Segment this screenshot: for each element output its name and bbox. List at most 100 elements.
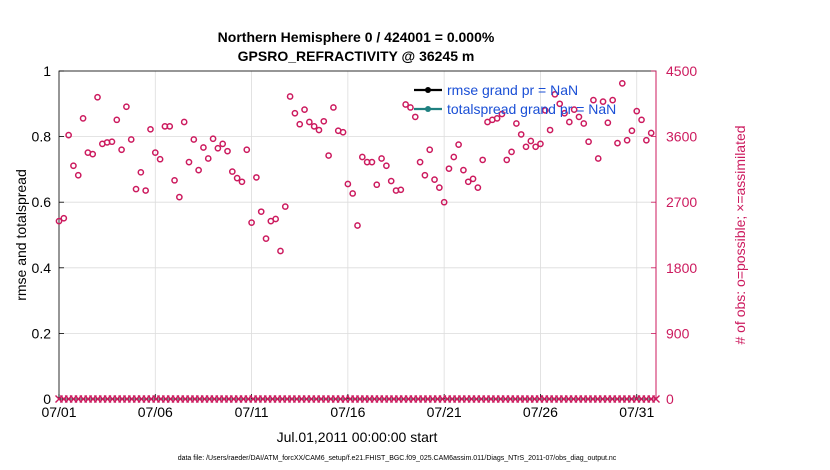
legend-totalspread-label: totalspread grand pr = NaN <box>447 101 616 117</box>
possible-marker <box>445 165 453 173</box>
possible-marker <box>614 139 621 147</box>
possible-marker <box>238 178 246 186</box>
possible-marker <box>556 100 564 108</box>
possible-marker <box>286 93 294 100</box>
possible-marker <box>407 104 414 111</box>
possible-marker <box>479 156 487 164</box>
possible-marker <box>431 176 438 183</box>
possible-marker <box>580 120 588 127</box>
possible-marker <box>411 113 419 121</box>
possible-marker <box>262 235 270 242</box>
chart-title-line2: GPSRO_REFRACTIVITY @ 36245 m <box>238 48 475 64</box>
possible-marker <box>633 107 641 115</box>
y-right-tick-label: 4500 <box>666 63 697 79</box>
possible-marker <box>638 116 645 124</box>
footnote-data-file: data file: /Users/raeder/DAI/ATM_forcXX/… <box>178 455 617 462</box>
possible-marker <box>301 106 308 113</box>
possible-marker <box>546 126 554 134</box>
possible-marker <box>147 125 154 133</box>
possible-marker <box>233 174 241 182</box>
possible-marker <box>373 181 381 189</box>
possible-marker <box>166 123 174 130</box>
possible-marker <box>594 155 602 162</box>
x-tick-label: 07/26 <box>523 404 558 420</box>
possible-marker <box>55 217 63 225</box>
possible-marker <box>575 113 583 121</box>
possible-marker <box>383 162 390 170</box>
possible-marker <box>541 107 549 114</box>
possible-marker <box>508 148 515 156</box>
possible-marker <box>180 118 188 126</box>
possible-marker <box>628 127 636 135</box>
possible-marker <box>339 128 347 136</box>
y-axis-right-label: # of obs: o=possible; ×=assimilated <box>732 125 748 344</box>
y-right-tick-label: 1800 <box>666 260 697 276</box>
possible-marker <box>310 123 318 130</box>
y-axis-right: 0 900 1800 2700 3600 4500 <box>651 63 697 407</box>
possible-marker <box>113 116 121 124</box>
possible-marker <box>70 162 77 170</box>
possible-marker <box>643 136 650 144</box>
possible-marker <box>522 143 530 151</box>
possible-marker <box>493 115 501 122</box>
x-tick-label: 07/11 <box>235 404 269 420</box>
possible-marker <box>94 93 101 101</box>
possible-marker <box>378 155 385 162</box>
possible-marker <box>204 155 212 162</box>
possible-marker <box>65 131 72 139</box>
possible-marker <box>248 219 255 226</box>
x-tick-label: 07/31 <box>619 404 654 420</box>
possible-marker <box>426 146 434 154</box>
possible-marker <box>190 136 198 143</box>
possible-marker <box>74 171 82 179</box>
possible-marker <box>421 171 429 179</box>
possible-marker <box>455 141 462 148</box>
possible-marker <box>498 110 506 118</box>
possible-marker <box>156 155 164 163</box>
legend: rmse grand pr = NaN totalspread grand pr… <box>414 82 616 117</box>
y-left-tick-label: 0.2 <box>32 325 52 341</box>
x-axis-label: Jul.01,2011 00:00:00 start <box>277 429 438 445</box>
chart-title-line1: Northern Hemisphere 0 / 424001 = 0.000% <box>218 29 495 45</box>
x-tick-label: 07/01 <box>41 404 76 420</box>
y-right-tick-label: 3600 <box>666 129 697 145</box>
possible-marker <box>460 166 467 174</box>
possible-marker <box>532 143 539 151</box>
possible-marker <box>123 103 130 111</box>
possible-marker <box>325 152 332 159</box>
possible-marker <box>315 126 323 134</box>
possible-marker <box>296 120 304 128</box>
y-right-tick-label: 2700 <box>666 194 697 210</box>
possible-marker <box>272 215 280 223</box>
possible-marker <box>618 80 626 87</box>
possible-marker <box>79 115 87 122</box>
possible-marker <box>537 140 544 148</box>
possible-marker <box>281 203 289 210</box>
possible-marker <box>513 120 520 127</box>
y-axis-left-label: rmse and totalspread <box>13 169 29 301</box>
possible-marker <box>89 150 97 158</box>
possible-marker <box>590 96 597 104</box>
possible-marker <box>464 178 472 186</box>
possible-marker <box>151 149 159 156</box>
possible-marker <box>214 144 222 152</box>
y-axis-left: 0 0.2 0.4 0.6 0.8 1 <box>32 63 64 407</box>
possible-marker <box>397 186 405 194</box>
y-left-tick-label: 0.6 <box>32 194 52 210</box>
series-possible <box>55 80 655 255</box>
y-left-tick-label: 0 <box>43 391 51 407</box>
possible-marker <box>585 138 592 146</box>
possible-marker <box>435 184 443 191</box>
possible-marker <box>108 138 116 146</box>
possible-marker <box>243 146 251 154</box>
possible-marker <box>469 175 477 183</box>
possible-marker <box>344 180 352 188</box>
possible-marker <box>195 166 202 174</box>
possible-marker <box>132 185 140 193</box>
y-right-tick-label: 900 <box>666 325 690 341</box>
possible-marker <box>176 193 183 201</box>
legend-totalspread-marker <box>425 106 431 112</box>
possible-marker <box>527 137 535 145</box>
